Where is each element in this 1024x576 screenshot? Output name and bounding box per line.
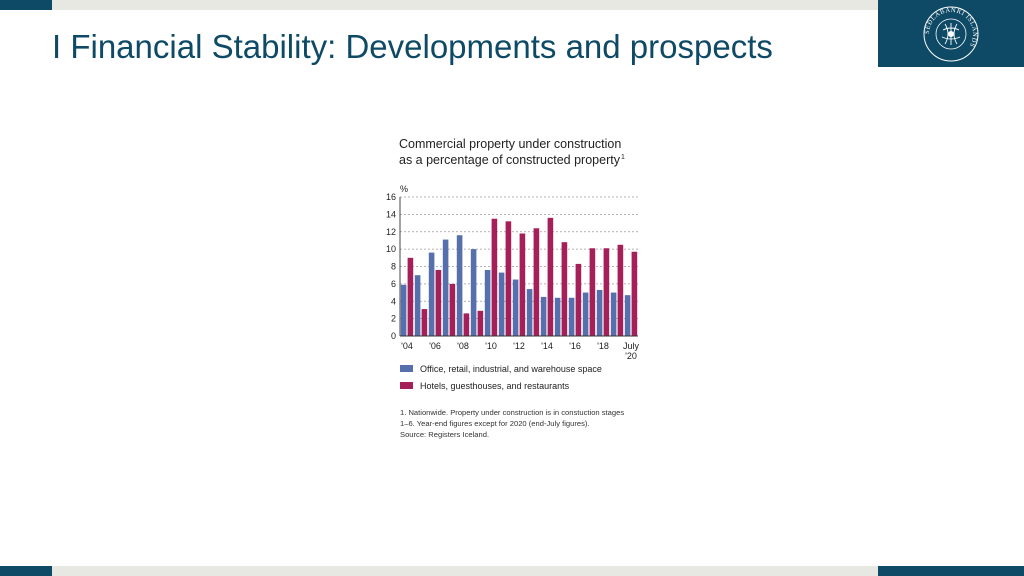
bar-hotels-10 — [547, 217, 554, 336]
x-tick-10: '14 — [541, 341, 553, 351]
y-tick-8: 8 — [391, 262, 396, 272]
bar-office-13 — [582, 292, 589, 336]
bar-office-16 — [624, 295, 631, 336]
bar-hotels-5 — [477, 310, 484, 336]
y-tick-14: 14 — [386, 209, 396, 219]
bar-hotels-4 — [463, 313, 470, 336]
x-tick-6: '10 — [485, 341, 497, 351]
bars — [400, 217, 638, 336]
bar-office-6 — [484, 269, 491, 336]
x-tick-labels: '04 '06 '08 '10 '12 '14 '16 '18 July'20 — [401, 341, 639, 361]
bar-hotels-16 — [631, 251, 638, 336]
bank-logo: SEÐLABANKI ÍSLANDS — [878, 0, 1024, 67]
x-tick-2: '06 — [429, 341, 441, 351]
chart-title-line1: Commercial property under construction — [399, 137, 621, 151]
bar-hotels-9 — [533, 228, 540, 336]
bar-office-11 — [554, 297, 561, 336]
legend-label-office: Office, retail, industrial, and warehous… — [420, 364, 602, 374]
footnote-line1: 1. Nationwide. Property under constructi… — [400, 408, 624, 417]
bar-office-2 — [428, 252, 435, 336]
commercial-property-chart: Commercial property under construction a… — [386, 137, 640, 439]
legend-label-hotels: Hotels, guesthouses, and restaurants — [420, 381, 570, 391]
y-tick-labels: 0 2 4 6 8 10 12 14 16 — [386, 192, 396, 341]
bar-office-12 — [568, 297, 575, 336]
bar-hotels-7 — [505, 221, 512, 336]
bar-office-14 — [596, 289, 603, 336]
chart-title-superscript: 1 — [621, 154, 625, 161]
x-tick-16-line2: '20 — [625, 351, 637, 361]
y-axis-unit: % — [400, 184, 408, 194]
bar-hotels-2 — [435, 269, 442, 336]
bar-hotels-11 — [561, 242, 568, 336]
bar-hotels-12 — [575, 263, 582, 336]
axes — [399, 197, 638, 337]
bottom-accent-left — [0, 566, 52, 576]
legend-swatch-hotels — [400, 382, 413, 389]
bar-office-9 — [526, 289, 533, 336]
bar-hotels-13 — [589, 248, 596, 336]
bar-office-8 — [512, 279, 519, 336]
y-tick-6: 6 — [391, 279, 396, 289]
bar-hotels-3 — [449, 283, 456, 336]
bar-office-15 — [610, 292, 617, 336]
x-tick-4: '08 — [457, 341, 469, 351]
bar-hotels-8 — [519, 233, 526, 336]
y-tick-16: 16 — [386, 192, 396, 202]
bar-hotels-6 — [491, 218, 498, 336]
slide-title: I Financial Stability: Developments and … — [52, 28, 773, 65]
bar-office-10 — [540, 296, 547, 336]
source-note: Source: Registers Iceland. — [400, 430, 489, 439]
bar-hotels-1 — [421, 309, 428, 336]
bar-office-4 — [456, 235, 463, 336]
bar-office-3 — [442, 239, 449, 336]
top-accent-block — [0, 0, 52, 10]
bar-office-7 — [498, 272, 505, 336]
chart-title-line2-text: as a percentage of constructed property — [399, 153, 621, 167]
bar-office-0 — [400, 284, 407, 336]
y-tick-2: 2 — [391, 314, 396, 324]
x-tick-12: '16 — [569, 341, 581, 351]
bar-office-1 — [414, 275, 421, 336]
x-tick-0: '04 — [401, 341, 413, 351]
y-tick-10: 10 — [386, 244, 396, 254]
bar-hotels-15 — [617, 244, 624, 336]
bottom-decor-bar — [0, 566, 1024, 576]
top-decor-bar — [0, 0, 1024, 10]
seal-icon: SEÐLABANKI ÍSLANDS — [923, 6, 979, 61]
bar-office-5 — [470, 249, 477, 336]
x-tick-8: '12 — [513, 341, 525, 351]
x-tick-14: '18 — [597, 341, 609, 351]
y-tick-12: 12 — [386, 227, 396, 237]
footnote-line2: 1–6. Year-end figures except for 2020 (e… — [400, 419, 590, 428]
bar-hotels-14 — [603, 248, 610, 336]
x-tick-16: July — [623, 341, 640, 351]
legend-swatch-office — [400, 365, 413, 372]
chart-title-line2: as a percentage of constructed property1 — [399, 153, 625, 167]
y-tick-0: 0 — [391, 331, 396, 341]
bottom-accent-right — [878, 566, 1024, 576]
bar-hotels-0 — [407, 257, 414, 336]
y-tick-4: 4 — [391, 296, 396, 306]
